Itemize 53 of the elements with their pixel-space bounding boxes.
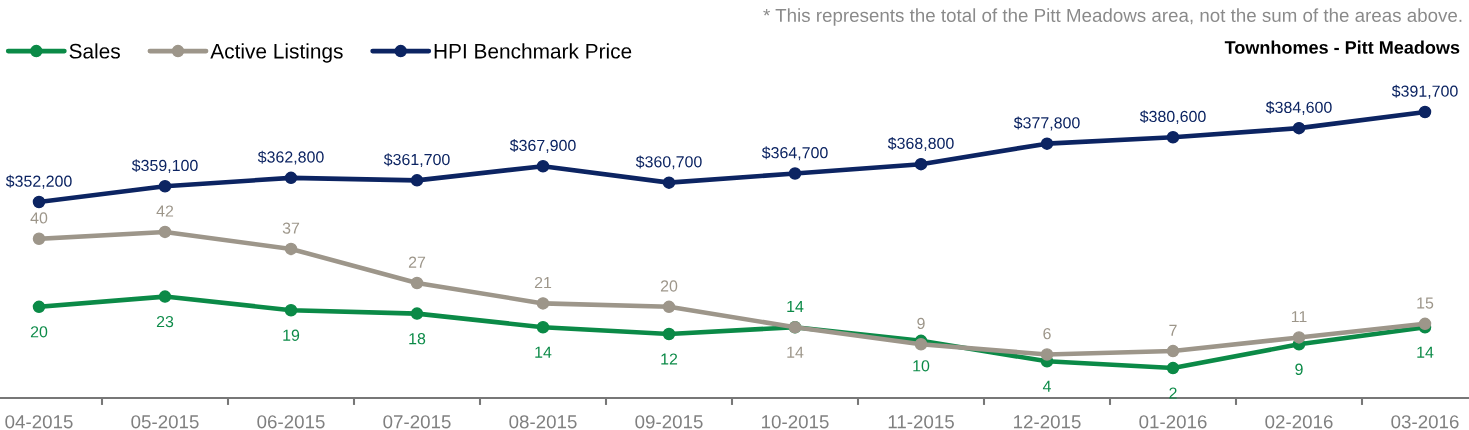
data-label: 12 [661,353,678,365]
x-tick-label: 05-2015 [131,415,199,429]
x-tick-label: 03-2016 [1391,415,1459,429]
data-label: $364,700 [761,146,828,161]
data-label: 9 [1295,363,1303,375]
x-tick-label: 07-2015 [383,415,451,429]
data-label: $359,100 [131,159,198,174]
data-label: $352,200 [5,174,72,189]
data-label: 20 [30,326,48,338]
data-label: 40 [30,212,48,224]
data-label: 14 [1417,346,1434,358]
data-label: $362,800 [257,150,324,165]
data-label: 21 [534,276,552,289]
data-label: $377,800 [1013,116,1080,131]
data-label: 2 [1169,387,1177,399]
data-label: $360,700 [635,155,702,170]
data-label: 20 [660,280,678,292]
x-tick-label: 11-2015 [888,415,954,429]
x-tick-label: 02-2016 [1265,415,1333,429]
x-tick-label: 10-2015 [762,415,829,429]
legend-label: Active Listings [210,43,343,63]
data-label: 42 [156,205,174,217]
data-label: 14 [535,346,552,358]
data-label: 15 [1417,297,1434,309]
data-label: 4 [1042,380,1051,392]
x-tick-label: 09-2015 [635,415,703,429]
data-label: $361,700 [383,153,450,168]
legend-label: HPI Benchmark Price [434,43,632,59]
x-tick-label: 08-2015 [509,415,577,429]
data-label: 7 [1169,324,1177,336]
data-label: 9 [917,317,925,330]
legend-label: Sales [69,43,120,59]
data-label: 23 [156,315,174,328]
chart-title: Townhomes - Pitt Meadows [1224,40,1460,54]
data-label: $384,600 [1265,101,1332,115]
data-label: 27 [408,256,426,268]
x-tick-label: 12-2015 [1014,415,1081,429]
data-label: 19 [283,329,300,341]
data-label: $368,800 [887,137,954,151]
x-tick-label: 04-2015 [5,415,73,429]
data-label: 14 [787,346,804,358]
data-label: $367,900 [509,139,576,153]
data-label: 11 [1291,311,1307,323]
x-tick-label: 06-2015 [257,415,325,429]
data-label: 37 [282,222,300,234]
data-label: 14 [787,300,804,312]
x-tick-label: 01-2016 [1139,415,1207,429]
data-label: $391,700 [1391,84,1458,99]
data-label: 18 [409,332,426,345]
data-label: 6 [1043,327,1051,340]
text: * This represents the total of the Pitt Meadows area, not the sum of the areas above. [763,8,1462,26]
data-label: $380,600 [1139,110,1206,124]
data-label: 10 [913,360,930,372]
